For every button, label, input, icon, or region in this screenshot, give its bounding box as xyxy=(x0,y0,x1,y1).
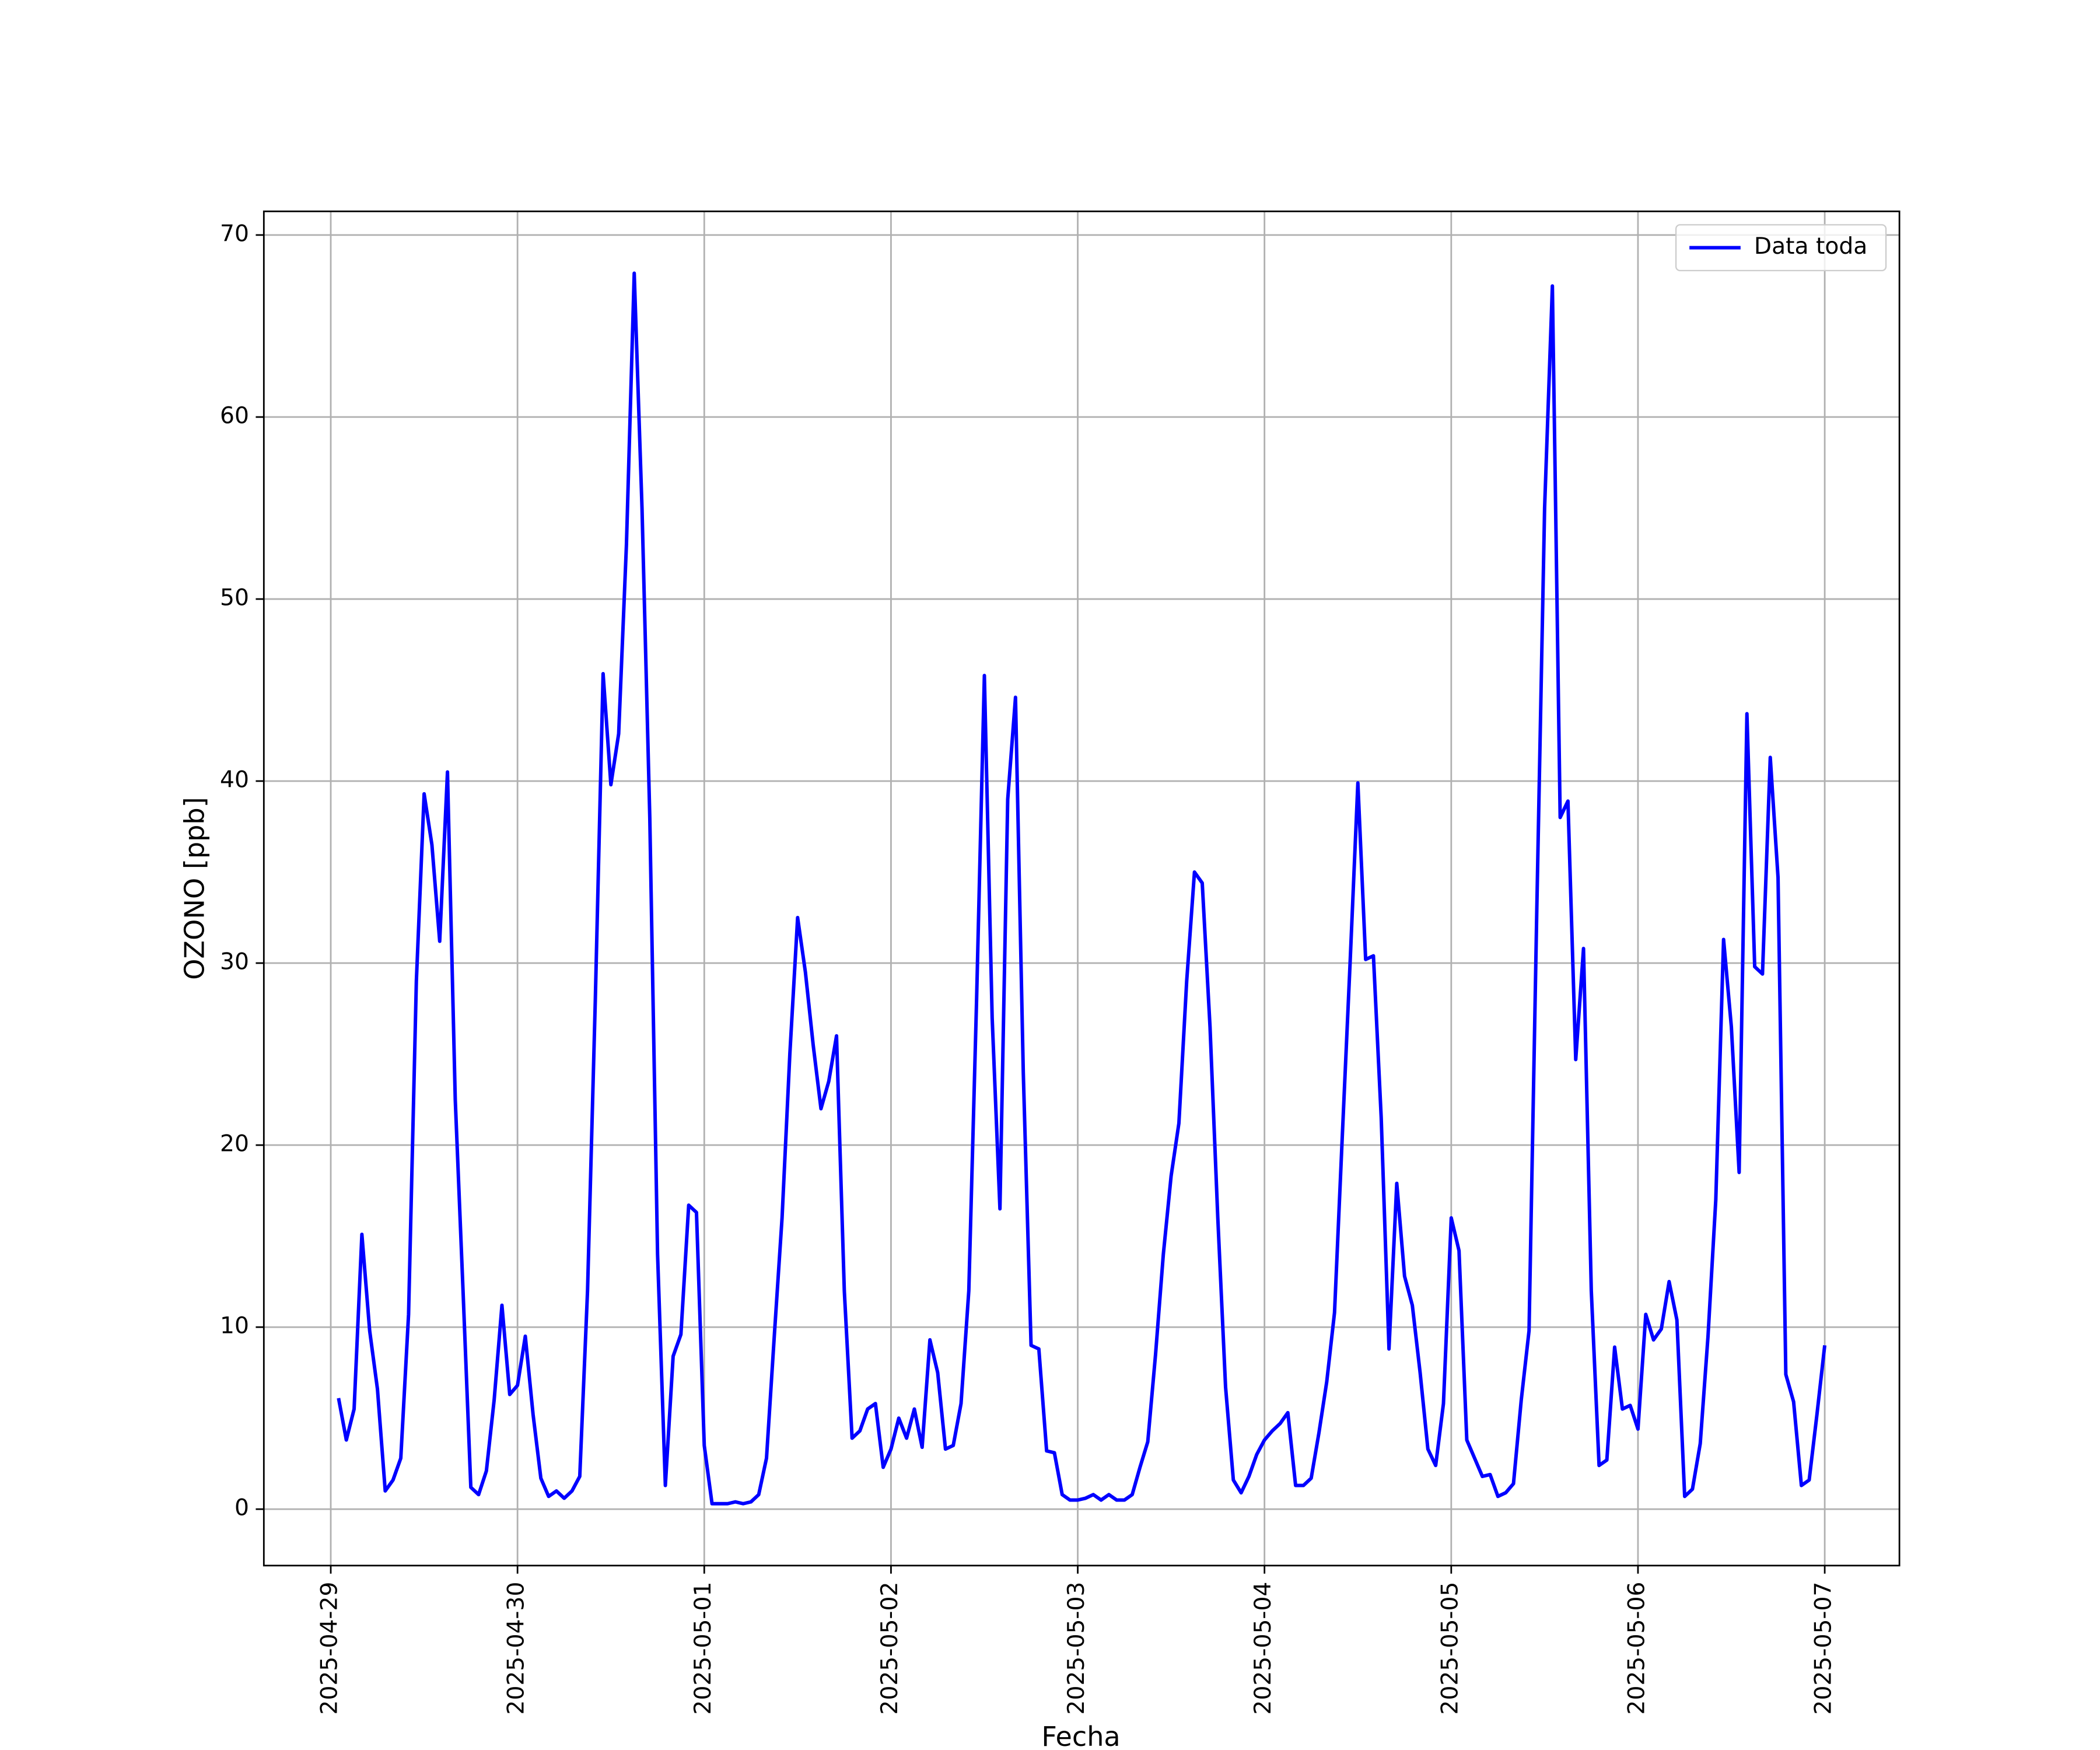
y-tick-label: 60 xyxy=(220,402,249,429)
x-tick-label: 2025-05-06 xyxy=(1623,1582,1650,1715)
x-tick-label: 2025-05-03 xyxy=(1063,1582,1090,1715)
y-tick-label: 50 xyxy=(220,584,249,611)
x-tick-label: 2025-05-04 xyxy=(1250,1582,1276,1715)
y-tick-label: 40 xyxy=(220,766,249,793)
y-axis-label: OZONO [ppb] xyxy=(178,797,210,980)
x-tick-label: 2025-05-05 xyxy=(1437,1582,1463,1715)
x-tick-label: 2025-04-30 xyxy=(503,1582,530,1715)
y-tick-label: 30 xyxy=(220,949,249,975)
plot-frame xyxy=(262,210,1901,1567)
x-tick-label: 2025-05-01 xyxy=(690,1582,716,1715)
y-tick-label: 0 xyxy=(235,1495,249,1521)
x-tick-label: 2025-05-07 xyxy=(1811,1582,1837,1715)
legend-label: Data toda xyxy=(1754,233,1867,260)
y-tick-label: 20 xyxy=(220,1131,249,1157)
y-tick-label: 10 xyxy=(220,1313,249,1339)
x-tick-label: 2025-05-02 xyxy=(877,1582,903,1715)
x-tick-label: 2025-04-29 xyxy=(317,1582,343,1715)
legend-box xyxy=(1675,224,1887,271)
x-axis-label: Fecha xyxy=(1041,1721,1120,1750)
data-line xyxy=(337,271,1827,1506)
y-tick-label: 70 xyxy=(220,220,249,247)
